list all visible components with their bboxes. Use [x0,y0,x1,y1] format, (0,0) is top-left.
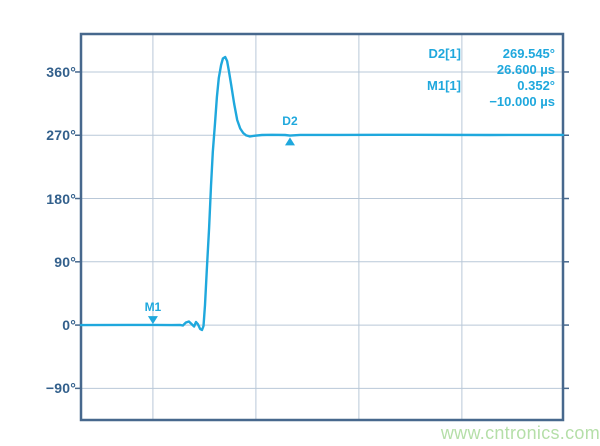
y-axis-label-180: 180° [46,190,76,207]
marker-d2-cursor[interactable] [284,137,295,146]
readout-d2-value: 269.545° [502,46,555,61]
marker-m1-cursor[interactable] [147,316,158,325]
marker-label-m1[interactable]: M1 [144,300,162,315]
y-axis-label-360: 360° [46,63,76,80]
readout-m1-time-value: −10.000 µs [489,94,555,109]
readout-m1-value: 0.352° [517,78,555,93]
y-axis-label--90: −90° [45,380,76,397]
marker-label-d2[interactable]: D2 [282,113,298,128]
y-axis-label-90: 90° [54,253,76,270]
watermark-text: www.cntronics.com [440,423,600,443]
readout-d2-time-value: 26.600 µs [496,62,555,77]
readout-m1-name: M1[1] [427,78,461,93]
measurement-readout: D2[1] 269.545° 26.600 µs M1[1] 0.352° −1… [401,46,555,110]
y-axis-label-0: 0° [62,317,76,334]
y-axis-label-270: 270° [46,127,76,144]
phase-trace [79,55,565,332]
plot-frame [79,32,565,422]
readout-d2-name: D2[1] [428,46,461,61]
readout-d2-time-name [401,62,461,78]
readout-m1-time-name [401,94,461,110]
